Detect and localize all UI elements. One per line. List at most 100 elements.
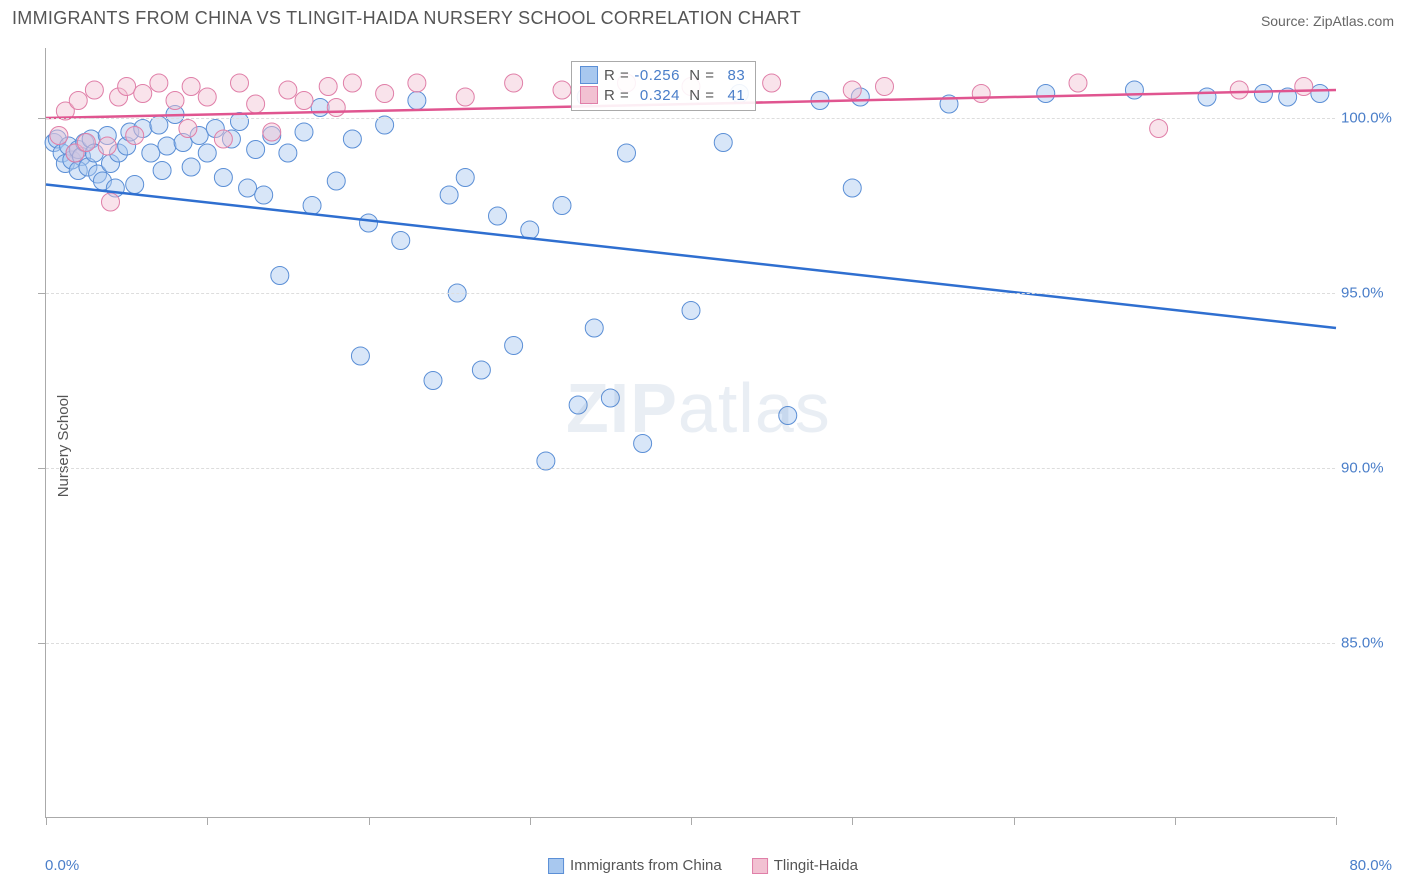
data-point xyxy=(505,74,523,92)
data-point xyxy=(1069,74,1087,92)
data-point xyxy=(134,85,152,103)
y-tick xyxy=(38,468,46,469)
data-point xyxy=(843,81,861,99)
legend-label: Tlingit-Haida xyxy=(774,857,858,874)
stats-legend-box: R = -0.256 N = 83 R = 0.324 N = 41 xyxy=(571,61,756,111)
bottom-legend: Immigrants from China Tlingit-Haida xyxy=(548,857,858,874)
plot-area: ZIPatlas R = -0.256 N = 83R = 0.324 N = … xyxy=(45,48,1335,818)
stats-text: R = -0.256 N = 83 xyxy=(604,67,745,84)
legend-swatch xyxy=(580,66,598,84)
data-point xyxy=(214,169,232,187)
data-point xyxy=(182,78,200,96)
x-tick xyxy=(530,817,531,825)
data-point xyxy=(319,78,337,96)
gridline xyxy=(46,118,1335,119)
data-point xyxy=(231,113,249,131)
data-point xyxy=(85,81,103,99)
data-point xyxy=(295,123,313,141)
data-point xyxy=(343,74,361,92)
data-point xyxy=(472,361,490,379)
data-point xyxy=(102,193,120,211)
data-point xyxy=(376,85,394,103)
x-tick xyxy=(207,817,208,825)
data-point xyxy=(505,337,523,355)
legend-item: Tlingit-Haida xyxy=(752,857,858,874)
data-point xyxy=(1198,88,1216,106)
data-point xyxy=(843,179,861,197)
data-point xyxy=(271,267,289,285)
data-point xyxy=(392,232,410,250)
x-tick xyxy=(852,817,853,825)
x-tick xyxy=(1175,817,1176,825)
stats-text: R = 0.324 N = 41 xyxy=(604,87,745,104)
legend-label: Immigrants from China xyxy=(570,857,722,874)
y-tick xyxy=(38,643,46,644)
data-point xyxy=(601,389,619,407)
data-point xyxy=(150,74,168,92)
data-point xyxy=(118,78,136,96)
data-point xyxy=(1254,85,1272,103)
data-point xyxy=(521,221,539,239)
data-point xyxy=(69,92,87,110)
data-point xyxy=(247,95,265,113)
y-tick-label: 100.0% xyxy=(1341,110,1397,127)
data-point xyxy=(553,197,571,215)
data-point xyxy=(295,92,313,110)
data-point xyxy=(779,407,797,425)
data-point xyxy=(1125,81,1143,99)
data-point xyxy=(142,144,160,162)
data-point xyxy=(153,162,171,180)
x-tick xyxy=(691,817,692,825)
chart-svg xyxy=(46,48,1335,817)
stats-row: R = 0.324 N = 41 xyxy=(580,86,745,104)
data-point xyxy=(876,78,894,96)
data-point xyxy=(279,81,297,99)
data-point xyxy=(440,186,458,204)
gridline xyxy=(46,468,1335,469)
data-point xyxy=(126,176,144,194)
data-point xyxy=(327,99,345,117)
y-tick-label: 95.0% xyxy=(1341,285,1397,302)
x-tick xyxy=(46,817,47,825)
gridline xyxy=(46,293,1335,294)
data-point xyxy=(1230,81,1248,99)
data-point xyxy=(569,396,587,414)
data-point xyxy=(50,127,68,145)
data-point xyxy=(231,74,249,92)
x-tick xyxy=(369,817,370,825)
data-point xyxy=(456,169,474,187)
data-point xyxy=(634,435,652,453)
y-tick xyxy=(38,118,46,119)
x-tick xyxy=(1014,817,1015,825)
data-point xyxy=(255,186,273,204)
data-point xyxy=(126,127,144,145)
legend-item: Immigrants from China xyxy=(548,857,722,874)
data-point xyxy=(279,144,297,162)
data-point xyxy=(1311,85,1329,103)
data-point xyxy=(489,207,507,225)
data-point xyxy=(456,88,474,106)
data-point xyxy=(239,179,257,197)
data-point xyxy=(1295,78,1313,96)
y-tick-label: 90.0% xyxy=(1341,460,1397,477)
data-point xyxy=(166,92,184,110)
data-point xyxy=(408,92,426,110)
data-point xyxy=(327,172,345,190)
data-point xyxy=(179,120,197,138)
data-point xyxy=(247,141,265,159)
data-point xyxy=(98,137,116,155)
data-point xyxy=(198,144,216,162)
data-point xyxy=(158,137,176,155)
data-point xyxy=(553,81,571,99)
data-point xyxy=(263,123,281,141)
data-point xyxy=(182,158,200,176)
data-point xyxy=(714,134,732,152)
data-point xyxy=(343,130,361,148)
x-axis-min-label: 0.0% xyxy=(45,857,79,874)
data-point xyxy=(311,99,329,117)
x-axis-max-label: 80.0% xyxy=(1349,857,1392,874)
chart-title: IMMIGRANTS FROM CHINA VS TLINGIT-HAIDA N… xyxy=(12,8,801,29)
legend-swatch xyxy=(580,86,598,104)
data-point xyxy=(351,347,369,365)
data-point xyxy=(360,214,378,232)
